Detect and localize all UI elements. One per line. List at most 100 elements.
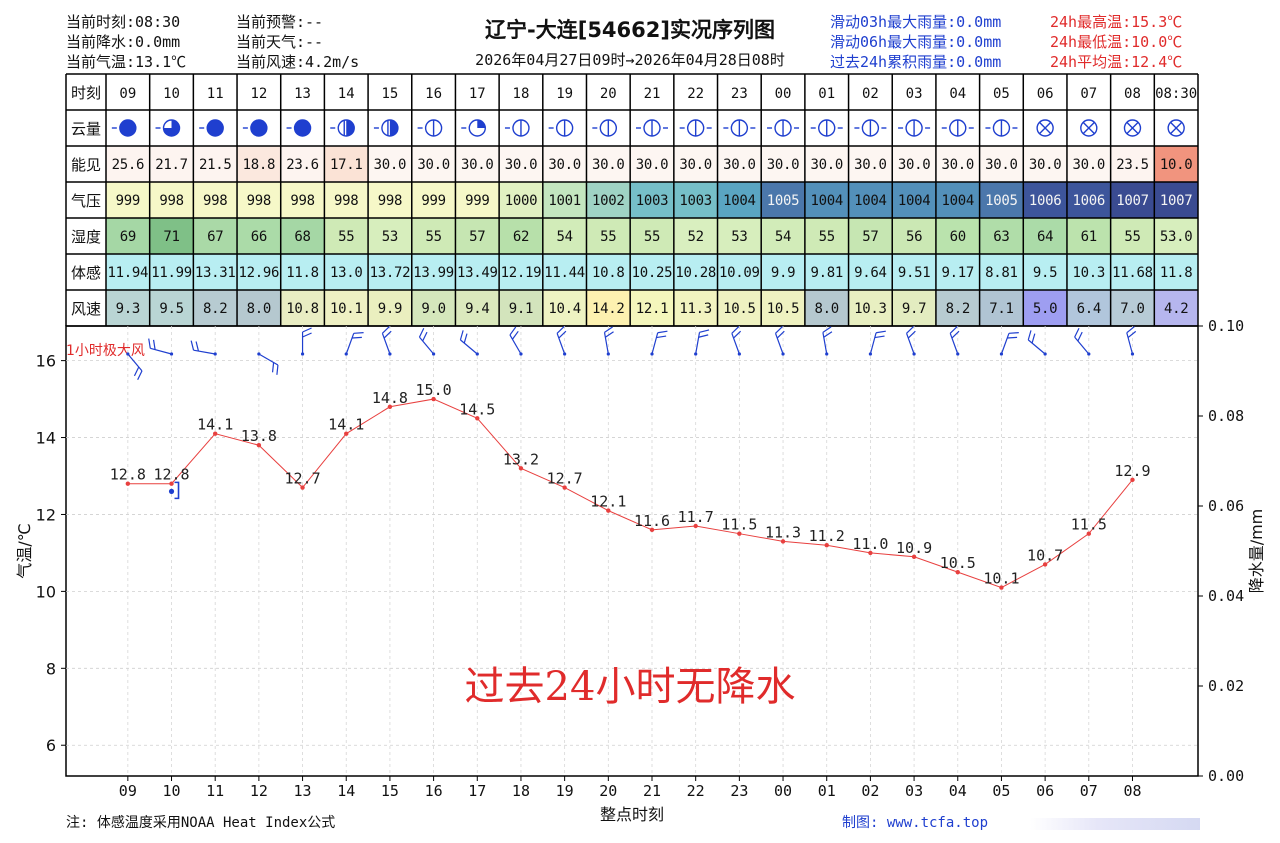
table-cell-bg [892, 182, 936, 218]
temperature-point [431, 396, 436, 402]
table-cell-bg [237, 218, 281, 254]
feels-cell: 12.96 [239, 265, 280, 281]
pressure-cell: 1007 [1160, 193, 1193, 209]
table-cell-bg [892, 254, 936, 290]
humidity-cell: 71 [163, 229, 179, 245]
y-tick-label: 16 [36, 352, 56, 371]
wind-barb-base [999, 352, 1004, 356]
wind-barb-base [126, 352, 130, 356]
y2-axis-label: 降水量/mm [1247, 509, 1266, 594]
time-header-cell: 09 [119, 86, 136, 102]
x-tick-label: 11 [206, 782, 224, 800]
row-label: 湿度 [71, 228, 101, 246]
humidity-cell: 55 [425, 229, 441, 245]
temperature-line [127, 398, 1133, 589]
table-cell-bg [324, 146, 369, 182]
temperature-data-label: 12.8 [110, 466, 146, 484]
temperature-point [649, 527, 655, 533]
humidity-cell: 54 [775, 229, 791, 245]
table-cell-bg [935, 218, 980, 254]
y2-tick-label: 0.00 [1208, 767, 1244, 785]
gust-label: 1小时极大风 [66, 343, 145, 359]
x-tick-label: 09 [119, 782, 137, 800]
y-tick-label: 14 [36, 429, 56, 448]
wind-cell: 14.2 [592, 301, 625, 317]
time-header-cell: 10 [163, 86, 180, 102]
x-tick-label: 12 [250, 782, 268, 800]
visibility-cell: 30.0 [548, 157, 581, 173]
table-cell-bg [717, 146, 762, 182]
visibility-cell: 18.8 [243, 157, 276, 173]
table-cell-bg [368, 218, 412, 254]
humidity-cell: 66 [251, 229, 267, 245]
visibility-cell: 30.0 [461, 157, 494, 173]
table-cell-bg [106, 254, 150, 290]
temperature-point [911, 554, 917, 559]
table-cell-bg [1023, 254, 1067, 290]
time-header-cell: 05 [993, 86, 1010, 102]
temperature-point [1130, 477, 1135, 483]
table-cell-bg [804, 146, 849, 182]
rain-stat-6h: 滑动06h最大雨量:0.0mm [830, 33, 1002, 51]
visibility-cell: 10.0 [1160, 157, 1193, 173]
table-cell-bg [848, 254, 893, 290]
table-cell-bg [237, 290, 281, 326]
cloud-cover-icon [1036, 119, 1054, 137]
temperature-data-label: 11.5 [1071, 516, 1107, 534]
feels-cell: 10.25 [632, 265, 673, 281]
time-header-cell: 01 [818, 86, 835, 102]
humidity-cell: 54 [557, 229, 573, 245]
wind-barb-base [563, 352, 567, 356]
feels-cell: 11.8 [1160, 265, 1193, 281]
wind-barb [949, 326, 960, 355]
table-cell-bg [149, 290, 194, 326]
temperature-point [824, 543, 829, 548]
visibility-cell: 30.0 [723, 157, 756, 173]
wind-cell: 9.7 [902, 301, 926, 317]
table-cell-bg [542, 146, 587, 182]
cloud-cover-icon [417, 119, 443, 137]
current-weather: 当前天气:-- [236, 33, 324, 51]
cloud-cover-icon [592, 119, 618, 137]
table-cell-bg [455, 254, 500, 290]
table-cell-bg [1066, 146, 1111, 182]
x-tick-label: 15 [381, 782, 399, 800]
footer-credit[interactable]: 制图: www.tcfa.top [842, 815, 989, 831]
table-cell-bg [717, 290, 762, 326]
wind-barb-base [737, 352, 741, 356]
table-cell-bg [892, 146, 936, 182]
x-tick-label: 20 [599, 782, 617, 800]
row-label: 体感 [71, 264, 101, 282]
table-cell-bg [237, 182, 281, 218]
visibility-cell: 30.0 [942, 157, 975, 173]
x-tick-label: 13 [294, 782, 312, 800]
humidity-cell: 52 [688, 229, 704, 245]
visibility-cell: 30.0 [505, 157, 538, 173]
table-cell-bg [935, 146, 980, 182]
feels-cell: 10.09 [719, 265, 760, 281]
current-warning: 当前预警:-- [236, 13, 324, 31]
wind-barb-base [169, 352, 174, 356]
wind-barb-base [213, 352, 217, 356]
temperature-point [256, 443, 262, 448]
wind-cell: 7.1 [989, 301, 1013, 317]
wind-cell: 10.5 [767, 301, 800, 317]
table-cell-bg [804, 290, 849, 326]
table-cell-bg [237, 146, 281, 182]
temperature-data-label: 14.1 [328, 416, 364, 434]
table-cell-bg [455, 182, 500, 218]
table-cell-bg [1066, 290, 1111, 326]
feels-cell: 11.68 [1112, 265, 1153, 281]
visibility-cell: 30.0 [767, 157, 800, 173]
table-cell-bg [761, 218, 805, 254]
pressure-cell: 1007 [1116, 193, 1149, 209]
wind-cell: 7.0 [1120, 301, 1144, 317]
humidity-cell: 60 [950, 229, 966, 245]
time-header-cell: 07 [1080, 86, 1097, 102]
wind-barb [731, 326, 742, 355]
wind-barb [869, 330, 886, 355]
table-cell-bg [193, 146, 238, 182]
x-tick-label: 07 [1080, 782, 1098, 800]
temperature-data-label: 12.8 [153, 466, 189, 484]
